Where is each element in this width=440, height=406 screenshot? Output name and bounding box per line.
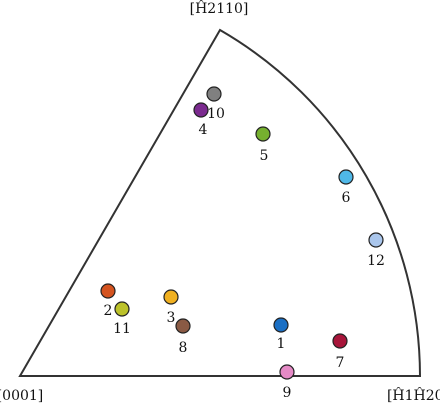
point-marker [193, 102, 209, 118]
point-label: 12 [367, 253, 385, 269]
point-marker [163, 289, 179, 305]
point-2: 2 [100, 283, 116, 319]
triangle-outline [18, 28, 422, 377]
point-11: 11 [113, 301, 131, 337]
point-label: 3 [167, 310, 176, 326]
point-marker [338, 169, 354, 185]
point-label: 8 [179, 340, 188, 356]
point-label: 5 [260, 148, 269, 164]
point-9: 9 [279, 364, 295, 401]
point-marker [175, 318, 191, 334]
point-12: 12 [367, 232, 385, 269]
corner-label-right: [Ĥ1Ĥ20] [387, 386, 440, 404]
point-marker [114, 301, 130, 317]
point-label: 4 [199, 122, 208, 138]
point-label: 1 [277, 336, 286, 352]
point-5: 5 [255, 126, 271, 164]
point-marker [100, 283, 116, 299]
corner-label-left: [0001] [0, 388, 43, 404]
point-marker [255, 126, 271, 142]
point-label: 2 [104, 303, 113, 319]
point-marker [332, 333, 348, 349]
point-label: 7 [336, 355, 345, 371]
point-6: 6 [338, 169, 354, 206]
corner-label-top: [Ĥ2110] [190, 0, 249, 17]
point-7: 7 [332, 333, 348, 371]
point-marker [206, 86, 222, 102]
point-marker [273, 317, 289, 333]
point-8: 8 [175, 318, 191, 356]
point-label: 9 [283, 385, 292, 401]
point-label: 6 [342, 190, 351, 206]
point-1: 1 [273, 317, 289, 352]
point-label: 11 [113, 321, 131, 337]
point-3: 3 [163, 289, 179, 326]
point-10: 10 [206, 86, 225, 122]
point-marker [368, 232, 384, 248]
point-label: 10 [207, 106, 225, 122]
point-marker [279, 364, 295, 380]
point-4: 4 [193, 102, 209, 138]
